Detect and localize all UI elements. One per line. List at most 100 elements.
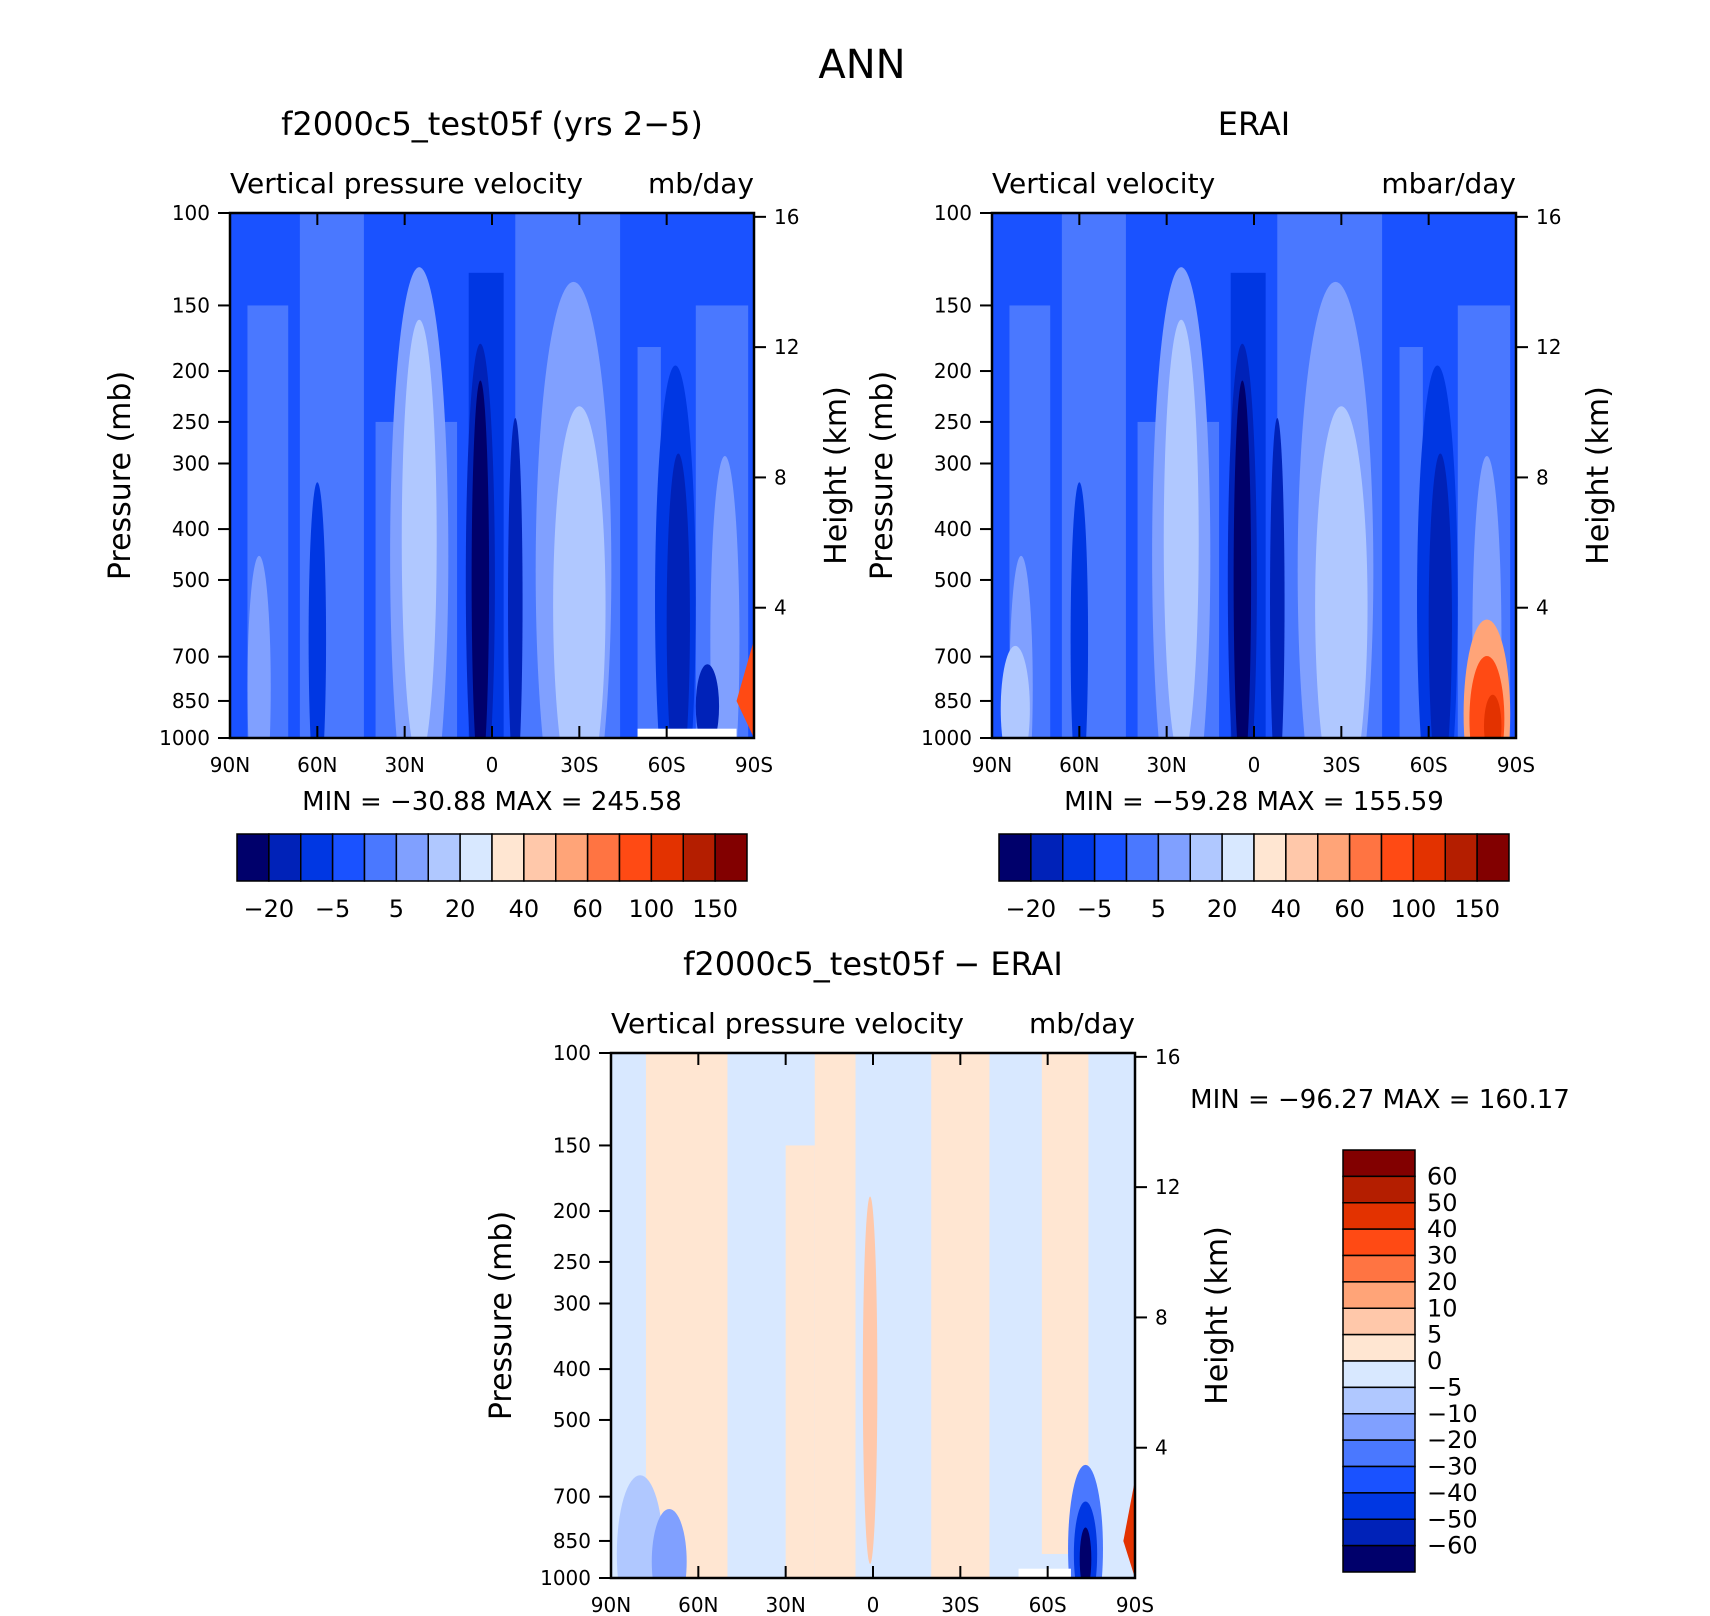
colorbar-label: 40 <box>1427 1215 1458 1243</box>
y-tick-label: 100 <box>172 201 210 225</box>
colorbar-label: 150 <box>692 895 738 923</box>
contour-field <box>611 1053 1135 1578</box>
colorbar-swatch <box>1317 833 1351 882</box>
contour-region <box>1428 453 1452 738</box>
y-tick-label: 250 <box>172 410 210 434</box>
x-tick-label: 90N <box>972 753 1012 777</box>
y-tick-label: 150 <box>934 293 972 317</box>
colorbar-swatch <box>1062 833 1096 882</box>
contour-region <box>736 639 754 738</box>
y-right-tick-label: 8 <box>1155 1305 1168 1329</box>
x-tick-label: 0 <box>1248 753 1261 777</box>
contour-region <box>1123 1479 1135 1578</box>
contour-region <box>695 664 720 738</box>
colorbar-swatch <box>1342 1175 1416 1204</box>
contour-region <box>1079 1527 1092 1578</box>
y-right-tick-label: 4 <box>774 596 787 620</box>
chart-title: f2000c5_test05f (yrs 2−5) <box>281 105 703 143</box>
contour-region <box>637 347 661 738</box>
colorbar-swatch <box>331 833 366 882</box>
y-right-tick-label: 16 <box>1536 205 1561 229</box>
colorbar-swatch <box>523 833 557 882</box>
min-max-stats: MIN = −30.88 MAX = 245.58 <box>302 787 682 817</box>
contour-region <box>1000 645 1030 738</box>
missing-data <box>637 728 737 738</box>
chart-subtitle-right: mbar/day <box>1381 167 1516 200</box>
x-tick-label: 60N <box>1059 753 1099 777</box>
page-title: ANN <box>818 42 905 88</box>
missing-data <box>1018 1568 1071 1578</box>
colorbar-swatch <box>1342 1254 1416 1283</box>
y-tick-label: 200 <box>553 1199 591 1223</box>
x-tick-label: 60S <box>1410 753 1448 777</box>
y-tick-label: 250 <box>553 1250 591 1274</box>
colorbar-swatch <box>395 833 429 882</box>
contour-region <box>553 406 606 738</box>
contour-region <box>401 319 437 738</box>
y-right-axis-label: Height (km) <box>1200 1226 1235 1405</box>
y-tick-label: 200 <box>934 359 972 383</box>
colorbar-label: −10 <box>1427 1400 1478 1428</box>
chart-panel-1: f2000c5_test05f (yrs 2−5) Vertical pressu… <box>103 105 854 923</box>
colorbar-swatch <box>650 833 684 882</box>
colorbar-swatch <box>300 833 334 882</box>
y-tick-label: 250 <box>934 410 972 434</box>
colorbar-label: 10 <box>1427 1294 1458 1322</box>
y-tick-label: 500 <box>172 568 210 592</box>
colorbar-label: 20 <box>445 895 476 923</box>
colorbar: −20 −5 5 20 40 60 100 150 <box>236 833 748 923</box>
contour-region <box>862 1196 878 1564</box>
y-tick-label: 500 <box>553 1408 591 1432</box>
colorbar-swatch <box>1342 1518 1416 1547</box>
y-right-tick-label: 4 <box>1155 1436 1168 1460</box>
colorbar-label: −40 <box>1427 1479 1478 1507</box>
chart-subtitle-right: mb/day <box>648 167 754 200</box>
colorbar-swatch <box>1476 833 1510 882</box>
contour-region <box>1233 380 1252 738</box>
colorbar-label: 5 <box>1151 895 1166 923</box>
colorbar-swatch <box>363 833 398 882</box>
x-tick-label: 90N <box>210 753 250 777</box>
contour-region <box>1270 417 1285 738</box>
y-right-axis-label: Height (km) <box>819 386 854 565</box>
colorbar-swatch <box>268 833 302 882</box>
colorbar-swatch <box>459 833 493 882</box>
contour-region <box>931 1053 990 1578</box>
y-tick-label: 700 <box>172 645 210 669</box>
y-tick-label: 400 <box>172 517 210 541</box>
colorbar-swatch <box>1253 833 1287 882</box>
x-tick-label: 90N <box>591 1593 631 1616</box>
x-tick-label: 30N <box>384 753 424 777</box>
colorbar-swatch <box>1030 833 1064 882</box>
colorbar-label: −5 <box>1077 895 1112 923</box>
colorbar-label: −5 <box>1427 1373 1462 1401</box>
colorbar-swatch <box>555 833 589 882</box>
colorbar-swatch <box>1342 1544 1416 1573</box>
chart-title: f2000c5_test05f − ERAI <box>683 945 1063 983</box>
x-tick-label: 60S <box>1029 1593 1067 1616</box>
colorbar-swatch <box>1342 1202 1416 1230</box>
chart-subtitle-left: Vertical pressure velocity <box>611 1007 964 1040</box>
colorbar: −20 −5 5 20 40 60 100 150 <box>998 833 1510 923</box>
colorbar-swatch <box>1221 833 1255 882</box>
y-axis-label: Pressure (mb) <box>484 1211 519 1420</box>
colorbar-swatch <box>618 833 653 882</box>
colorbar-label: −50 <box>1427 1505 1478 1533</box>
contour-region <box>1399 347 1423 738</box>
y-tick-label: 850 <box>934 689 972 713</box>
x-tick-label: 90S <box>1497 753 1535 777</box>
x-tick-label: 90S <box>1116 1593 1154 1616</box>
colorbar-label: 100 <box>1390 895 1436 923</box>
contour-region <box>1070 482 1089 738</box>
x-tick-label: 90S <box>735 753 773 777</box>
y-right-tick-label: 8 <box>1536 465 1549 489</box>
colorbar-swatch <box>1348 833 1383 882</box>
colorbar-swatch <box>682 833 716 882</box>
y-right-tick-label: 16 <box>1155 1045 1180 1069</box>
y-tick-label: 850 <box>172 689 210 713</box>
y-axis-label: Pressure (mb) <box>865 371 900 580</box>
x-tick-label: 30S <box>1322 753 1360 777</box>
colorbar-label: 60 <box>572 895 603 923</box>
contour-region <box>1163 319 1199 738</box>
